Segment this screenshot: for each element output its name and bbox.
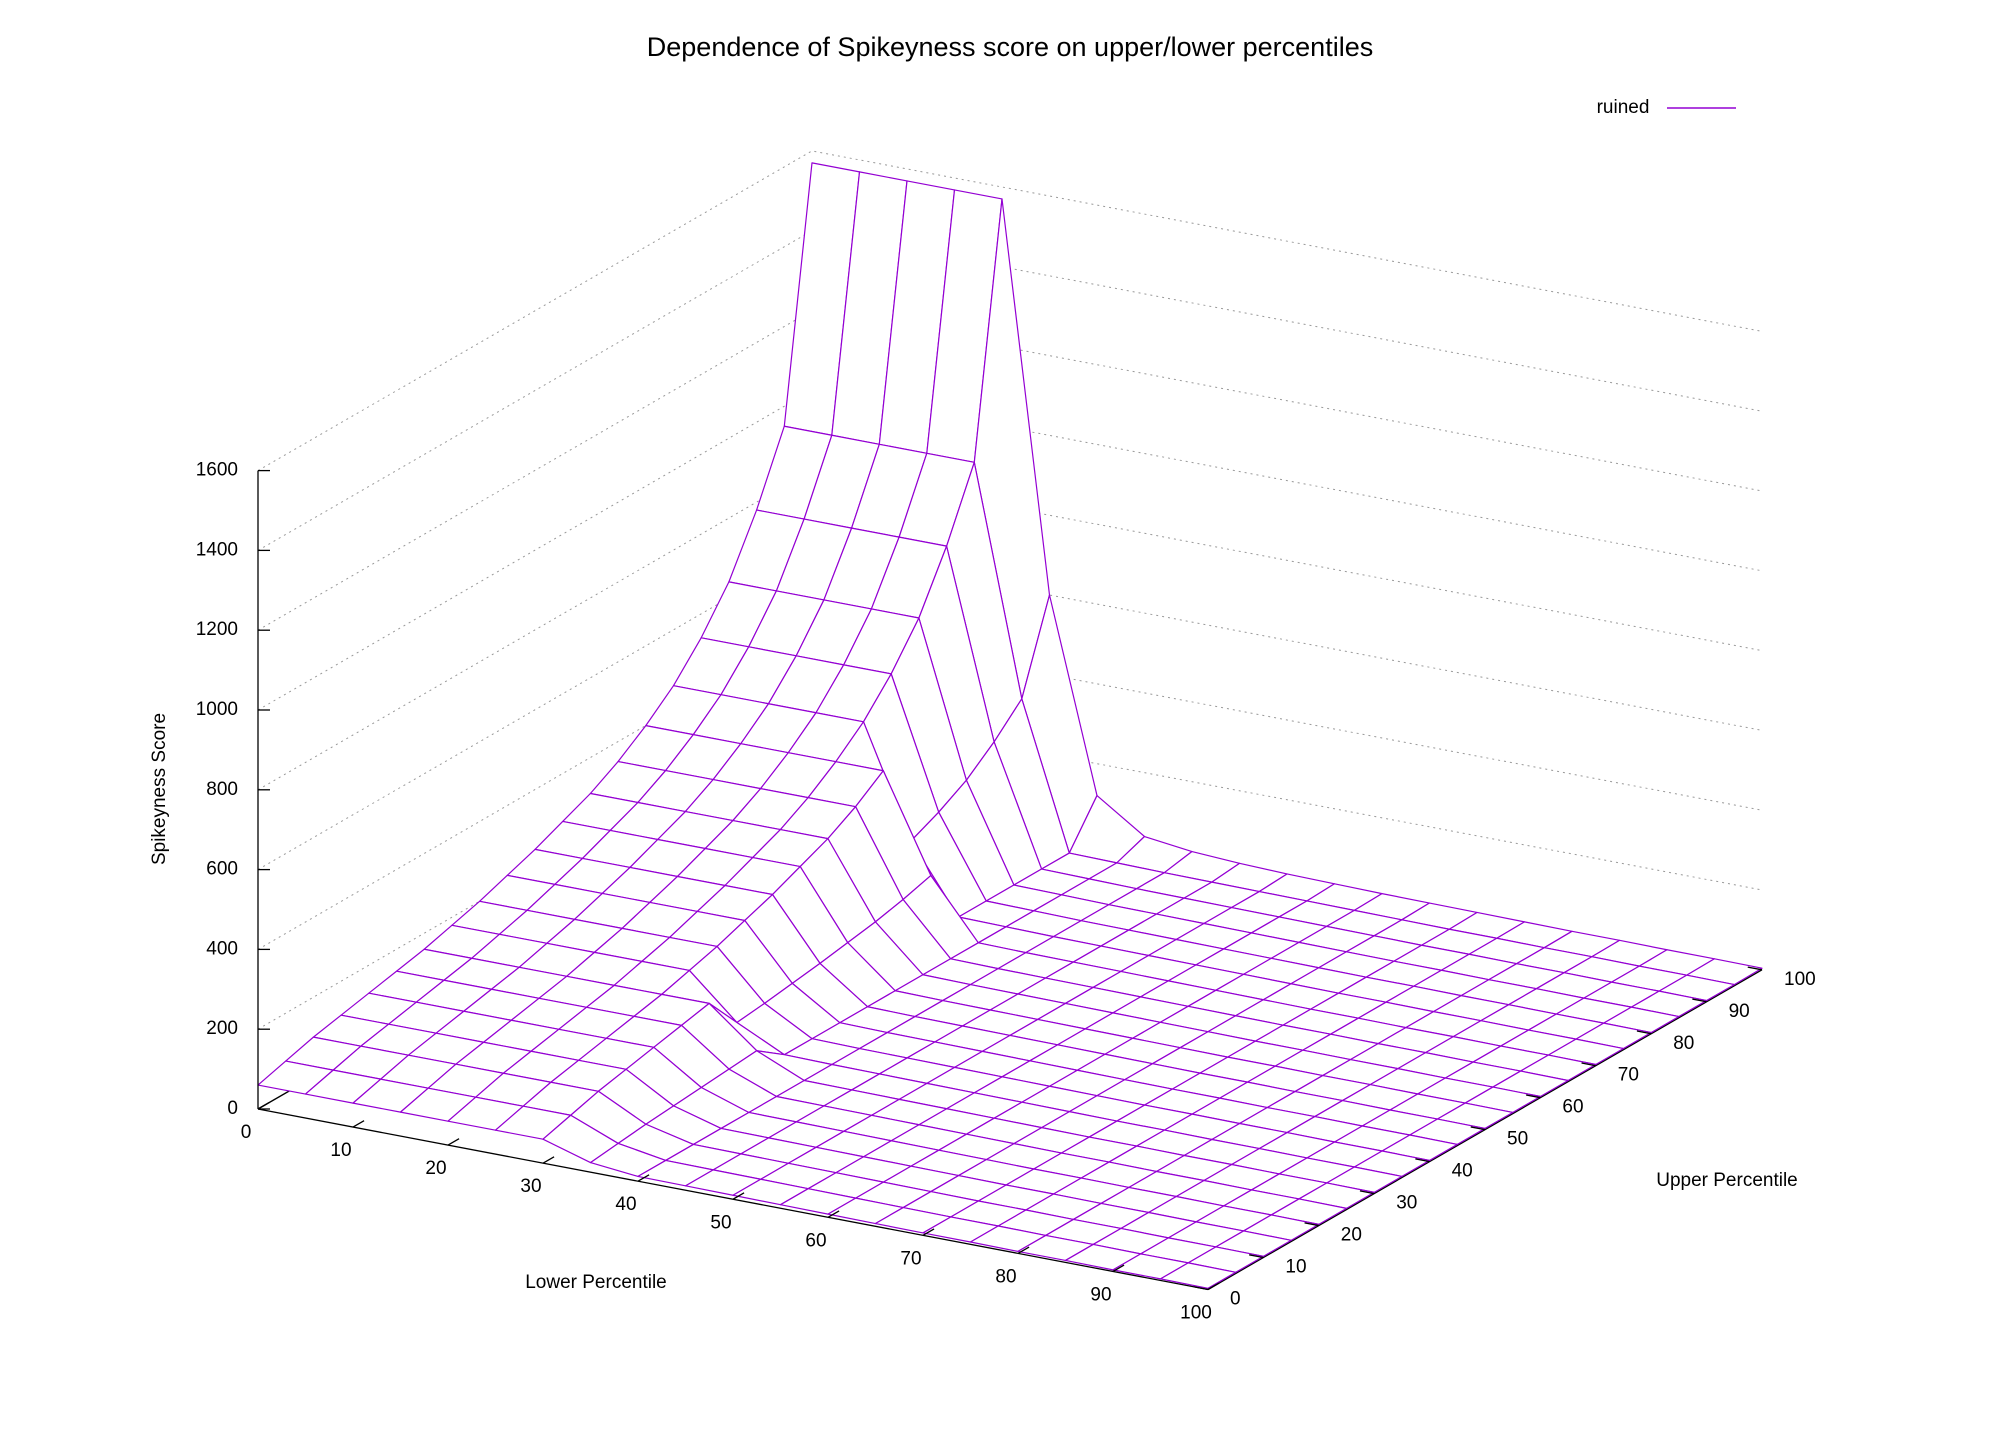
x-tick	[827, 1210, 840, 1218]
z-axis-label: Spikeyness Score	[149, 713, 170, 865]
y-tick-label: 0	[1230, 1289, 1241, 1310]
x-tick-label: 10	[330, 1140, 351, 1161]
x-tick	[1112, 1264, 1125, 1273]
z-tick-label: 600	[206, 859, 238, 880]
y-tick	[1526, 1094, 1541, 1099]
x-tick-label: 30	[520, 1176, 541, 1197]
x-tick	[922, 1228, 935, 1236]
x-tick	[1207, 1282, 1220, 1291]
y-tick-label: 100	[1784, 969, 1816, 990]
y-tick	[1636, 1030, 1652, 1035]
x-tick-label: 0	[241, 1122, 252, 1143]
x-tick-label: 40	[615, 1194, 636, 1215]
x-tick	[542, 1156, 555, 1164]
x-tick	[352, 1120, 365, 1128]
y-tick-label: 50	[1507, 1129, 1528, 1150]
grid-line	[257, 230, 1763, 551]
legend-label: ruined	[1597, 97, 1650, 118]
z-tick-label: 0	[227, 1098, 238, 1119]
x-tick-label: 100	[1180, 1303, 1212, 1324]
grid-line	[257, 708, 1763, 1030]
grid-line	[257, 150, 1763, 472]
y-tick	[1304, 1222, 1319, 1227]
x-tick	[732, 1192, 745, 1200]
grid-line	[257, 309, 1763, 631]
y-tick	[1692, 998, 1707, 1003]
y-axis-label: Upper Percentile	[1656, 1170, 1798, 1191]
chart-title: Dependence of Spikeyness score on upper/…	[647, 32, 1373, 62]
grid-line	[257, 629, 1763, 950]
y-tick-label: 80	[1673, 1033, 1694, 1054]
x-tick-label: 50	[710, 1212, 731, 1233]
y-tick	[1359, 1190, 1375, 1195]
y-tick-label: 60	[1562, 1097, 1583, 1118]
z-tick-label: 1400	[196, 539, 238, 560]
x-tick-label: 70	[900, 1248, 921, 1269]
y-tick-label: 30	[1396, 1193, 1417, 1214]
x-tick-label: 80	[995, 1266, 1016, 1287]
grid-line	[257, 389, 1763, 711]
x-tick	[637, 1174, 650, 1182]
y-tick	[1747, 966, 1763, 971]
z-tick-label: 1200	[196, 619, 238, 640]
x-tick	[447, 1138, 460, 1146]
z-tick-label: 800	[206, 779, 238, 800]
surface-cell	[1159, 1262, 1237, 1289]
y-tick-label: 40	[1452, 1161, 1473, 1182]
x-tick-label: 20	[425, 1158, 446, 1179]
y-tick-label: 10	[1285, 1257, 1306, 1278]
x-axis-label: Lower Percentile	[525, 1272, 667, 1293]
y-tick-label: 20	[1341, 1225, 1362, 1246]
z-tick-label: 1600	[196, 460, 238, 481]
grid-line	[257, 549, 1763, 871]
z-tick-label: 1000	[196, 699, 238, 720]
y-tick-label: 90	[1729, 1001, 1750, 1022]
y-tick	[1415, 1158, 1430, 1163]
y-tick	[1470, 1126, 1486, 1131]
x-tick-label: 60	[805, 1230, 826, 1251]
y-tick	[1581, 1062, 1596, 1067]
y-tick	[1249, 1254, 1264, 1259]
z-tick-label: 400	[206, 938, 238, 959]
x-tick-label: 90	[1090, 1284, 1111, 1305]
x-tick	[257, 1102, 270, 1110]
x-tick	[1017, 1246, 1030, 1254]
y-tick-label: 70	[1618, 1065, 1639, 1086]
z-tick-label: 200	[206, 1018, 238, 1039]
grid-line	[257, 469, 1763, 791]
y-tick	[1193, 1286, 1209, 1291]
